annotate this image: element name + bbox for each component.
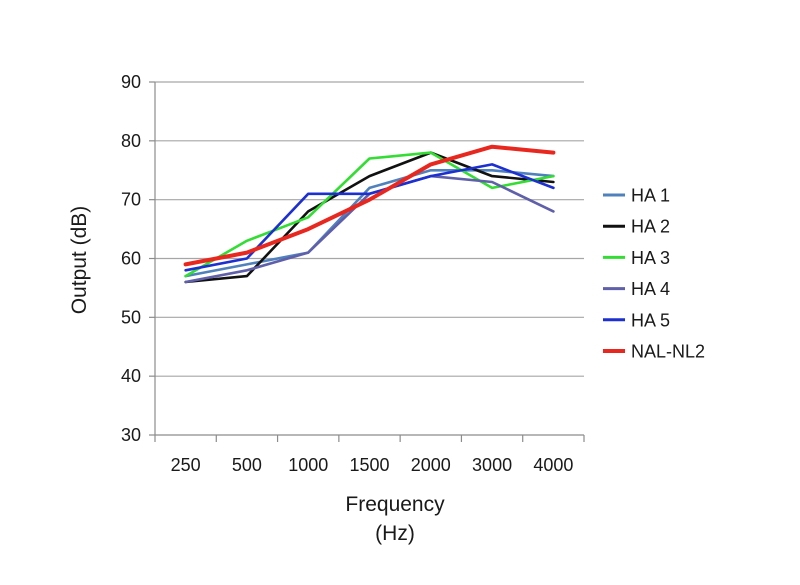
y-axis-title: Output (dB) [68, 206, 91, 315]
y-tick-label: 50 [121, 307, 141, 327]
x-tick-label: 3000 [472, 455, 512, 475]
x-axis-title-line2: (Hz) [375, 522, 415, 545]
y-tick-label: 60 [121, 249, 141, 269]
x-tick-label: 1500 [349, 455, 389, 475]
series-line-ha-5 [184, 163, 555, 272]
x-tick-label: 1000 [288, 455, 328, 475]
legend-label-ha-4: HA 4 [631, 279, 670, 299]
y-tick-label: 90 [121, 72, 141, 92]
axes [149, 81, 585, 442]
x-tick-label: 2000 [411, 455, 451, 475]
legend-label-nal-nl2: NAL-NL2 [631, 342, 705, 362]
y-tick-label: 30 [121, 425, 141, 445]
y-tick-label: 80 [121, 131, 141, 151]
legend-label-ha-5: HA 5 [631, 310, 670, 330]
y-tick-labels: 30 40 50 60 70 80 90 [121, 72, 141, 445]
series-lines [183, 144, 556, 284]
x-axis-title-line1: Frequency [345, 493, 445, 516]
series-line-ha-2 [184, 151, 555, 284]
x-tick-label: 500 [232, 455, 262, 475]
series-line-ha-3 [184, 151, 555, 278]
x-tick-labels: 250 500 1000 1500 2000 3000 4000 [171, 455, 574, 475]
series-line-nal-nl2 [183, 144, 556, 267]
y-tick-label: 70 [121, 190, 141, 210]
gridlines [155, 81, 584, 377]
x-tick-label: 250 [171, 455, 201, 475]
legend-label-ha-2: HA 2 [631, 217, 670, 237]
x-tick-label: 4000 [533, 455, 573, 475]
legend-label-ha-1: HA 1 [631, 186, 670, 206]
y-tick-label: 40 [121, 366, 141, 386]
legend: HA 1 HA 2 HA 3 HA 4 HA 5 NAL-NL2 [603, 186, 705, 362]
series-line-ha-1 [184, 169, 555, 278]
legend-label-ha-3: HA 3 [631, 248, 670, 268]
